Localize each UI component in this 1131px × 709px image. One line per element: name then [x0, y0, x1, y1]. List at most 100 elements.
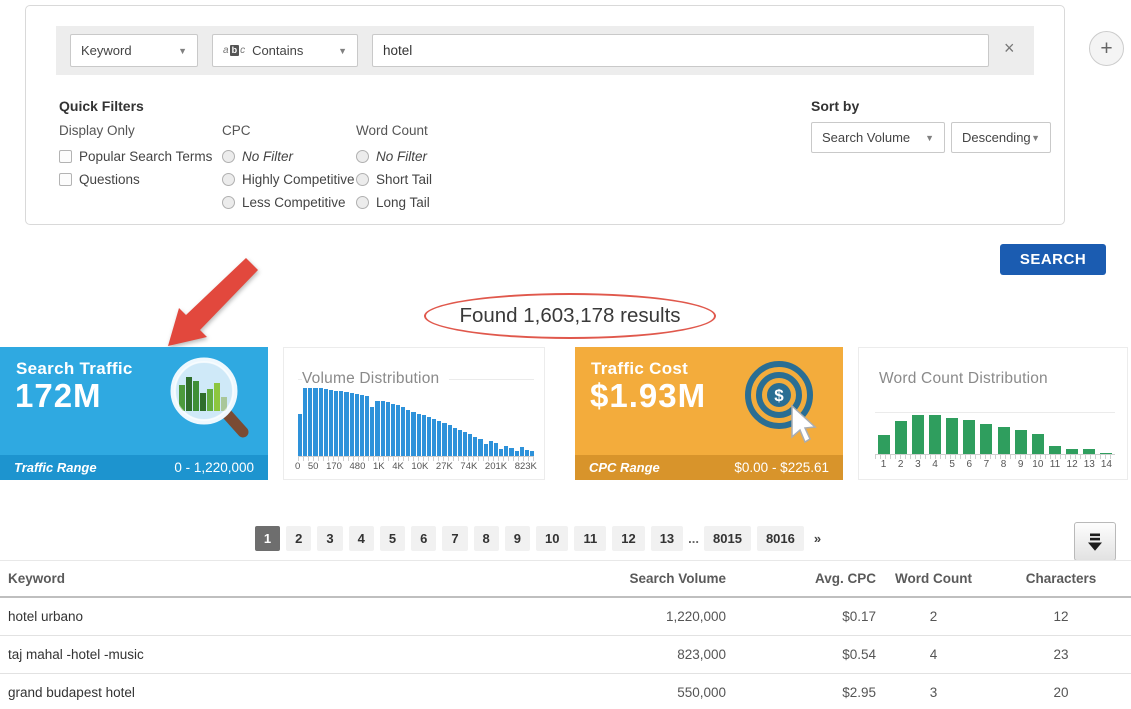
option-label: No Filter — [242, 149, 294, 164]
radio-control[interactable] — [222, 150, 235, 163]
column-header-keyword: Keyword — [0, 560, 566, 598]
volume-bar — [411, 412, 416, 456]
page-button-1[interactable]: 1 — [254, 526, 281, 551]
page-button-12[interactable]: 12 — [612, 526, 645, 551]
radio-less-competitive[interactable]: Less Competitive — [222, 191, 355, 214]
search-button[interactable]: SEARCH — [1000, 244, 1106, 275]
volume-bar — [401, 407, 406, 456]
radio-control[interactable] — [356, 173, 369, 186]
volume-bar — [524, 450, 530, 456]
volume-bar — [349, 393, 354, 456]
volume-bar — [437, 421, 442, 456]
page-button-10[interactable]: 10 — [536, 526, 569, 551]
word-count-bar — [997, 427, 1010, 454]
sort-field-select[interactable]: Search Volume ▼ — [811, 122, 945, 153]
column-header-avg-cpc: Avg. CPC — [726, 560, 876, 598]
radio-short-tail[interactable]: Short Tail — [356, 168, 432, 191]
value-cell: 20 — [991, 673, 1131, 709]
radio-no-filter[interactable]: No Filter — [222, 145, 355, 168]
radio-control[interactable] — [356, 196, 369, 209]
word-count-bar — [911, 415, 924, 454]
gridline — [875, 412, 1115, 413]
column-header-word-count: Word Count — [876, 560, 991, 598]
chevron-down-icon: ▼ — [925, 132, 934, 143]
checkbox-popular-search-terms[interactable]: Popular Search Terms — [59, 145, 212, 168]
volume-bar — [385, 402, 390, 456]
traffic-cost-card: Traffic Cost $1.93M $ CPC Range $0.00 - … — [575, 347, 843, 480]
volume-distribution-card: Volume Distribution 0 50 170 480 1K 4K 10K 27K 7… — [283, 347, 545, 480]
volume-bar — [406, 410, 411, 456]
radio-highly-competitive[interactable]: Highly Competitive — [222, 168, 355, 191]
download-button[interactable] — [1074, 522, 1116, 561]
x-tick-label: 27K — [435, 461, 453, 472]
page-button-9[interactable]: 9 — [504, 526, 531, 551]
page-button-6[interactable]: 6 — [411, 526, 437, 551]
x-tick-label: 3 — [915, 459, 921, 470]
bar-slot — [1029, 414, 1046, 454]
option-label: Questions — [79, 172, 140, 187]
value-cell: 3 — [876, 673, 991, 709]
value-cell: 23 — [991, 635, 1131, 674]
volume-bar — [483, 444, 488, 456]
radio-long-tail[interactable]: Long Tail — [356, 191, 432, 214]
x-tick-label: 11 — [1049, 459, 1061, 470]
page-button-8015[interactable]: 8015 — [704, 526, 751, 551]
word-count-bar — [894, 421, 907, 454]
field-select[interactable]: Keyword ▼ — [70, 34, 198, 67]
x-axis — [298, 456, 534, 461]
red-annotation-arrow-icon — [168, 258, 258, 346]
filter-group-word-count: Word Count No Filter Short Tail Long Tail — [356, 123, 432, 214]
traffic-range-strip: Traffic Range 0 - 1,220,000 — [0, 455, 268, 480]
radio-control[interactable] — [222, 196, 235, 209]
page-button-8016[interactable]: 8016 — [756, 526, 804, 551]
page-button-8[interactable]: 8 — [473, 526, 499, 551]
filter-panel: Keyword ▼ abc Contains ▼ × Quick Filters… — [25, 5, 1065, 225]
pagination: 1 2 3 4 5 6 7 8 9 10 11 12 13... 8015 8016» — [0, 526, 1080, 551]
word-count-distribution-card: Word Count Distribution 1 2 3 4 5 6 7 8 9 10 11 12 1… — [858, 347, 1128, 480]
chevron-down-icon: ▼ — [338, 45, 347, 56]
download-icon — [1088, 533, 1102, 551]
radio-no-filter[interactable]: No Filter — [356, 145, 432, 168]
x-tick-label: 480 — [349, 461, 366, 472]
word-count-bar — [980, 424, 993, 454]
next-pages-button[interactable]: » — [813, 531, 822, 546]
sort-direction-select[interactable]: Descending ▼ — [951, 122, 1051, 153]
volume-bar — [339, 391, 344, 456]
volume-bar — [473, 437, 478, 456]
checkbox-control[interactable] — [59, 150, 72, 163]
volume-distribution-chart — [298, 379, 535, 456]
add-filter-button[interactable]: + — [1089, 31, 1124, 66]
clear-filter-icon[interactable]: × — [1004, 38, 1015, 58]
page-button-4[interactable]: 4 — [348, 526, 374, 551]
field-select-value: Keyword — [81, 43, 132, 58]
checkbox-control[interactable] — [59, 173, 72, 186]
value-cell: 550,000 — [566, 673, 726, 709]
bar-slot — [909, 414, 926, 454]
value-cell: 2 — [876, 597, 991, 636]
volume-bar — [504, 446, 509, 456]
value-cell: 823,000 — [566, 635, 726, 674]
bar-slot — [944, 414, 961, 454]
page-button-11[interactable]: 11 — [574, 526, 607, 551]
volume-bar — [530, 451, 535, 456]
volume-bar — [426, 417, 432, 456]
volume-bar — [390, 404, 395, 456]
radio-control[interactable] — [356, 150, 369, 163]
keyword-query-input[interactable] — [372, 34, 989, 67]
volume-bar — [313, 387, 318, 456]
volume-bar — [308, 384, 313, 456]
page-button-13[interactable]: 13 — [650, 526, 684, 551]
page-button-2[interactable]: 2 — [286, 526, 312, 551]
option-label: Long Tail — [376, 195, 430, 210]
page-button-3[interactable]: 3 — [317, 526, 343, 551]
value-cell: $0.54 — [726, 635, 876, 674]
volume-bar — [499, 449, 504, 456]
volume-bar — [421, 415, 426, 456]
value-cell: 4 — [876, 635, 991, 674]
volume-bar — [457, 430, 462, 456]
page-button-5[interactable]: 5 — [379, 526, 406, 551]
radio-control[interactable] — [222, 173, 235, 186]
page-button-7[interactable]: 7 — [442, 526, 468, 551]
checkbox-questions[interactable]: Questions — [59, 168, 212, 191]
